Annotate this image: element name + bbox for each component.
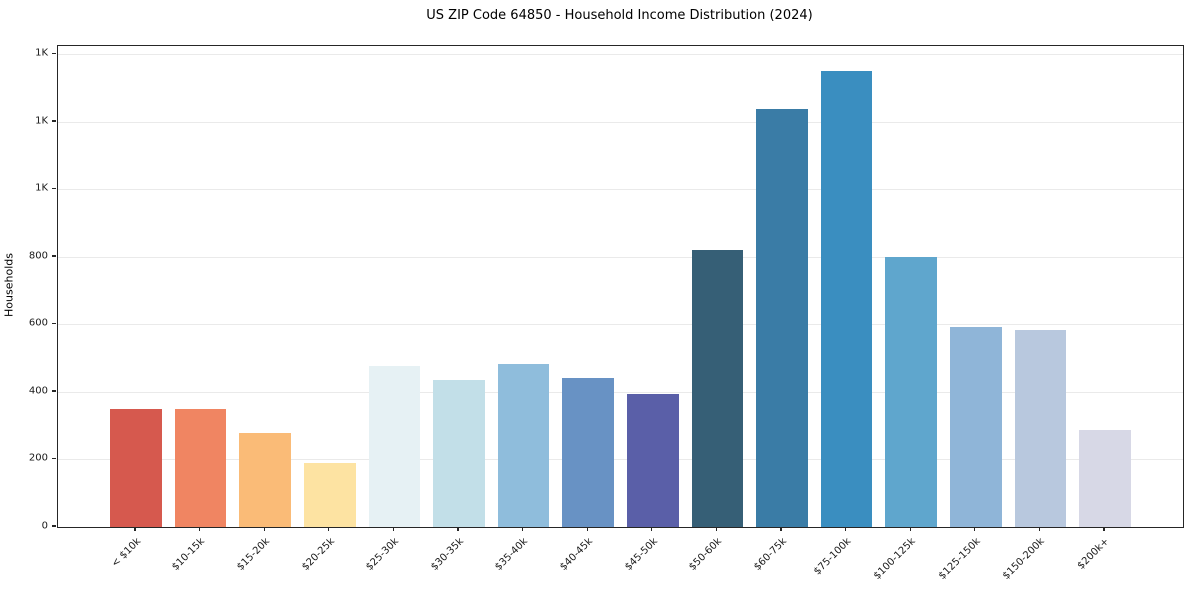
x-tick-label: $15-20k bbox=[235, 536, 272, 573]
bar bbox=[562, 378, 615, 527]
x-tick bbox=[263, 527, 265, 531]
x-tick bbox=[651, 527, 653, 531]
y-tick-label: 600 bbox=[28, 317, 48, 329]
x-tick-label: $10-15k bbox=[170, 536, 208, 573]
x-tick bbox=[199, 527, 201, 531]
gridline bbox=[58, 121, 1183, 123]
bar bbox=[368, 366, 421, 527]
x-tick bbox=[328, 527, 330, 531]
x-tick bbox=[586, 527, 588, 531]
bar bbox=[949, 327, 1002, 527]
x-tick bbox=[522, 527, 524, 531]
chart-title: US ZIP Code 64850 - Household Income Dis… bbox=[426, 8, 813, 23]
y-tick-label: 1K bbox=[35, 115, 48, 127]
y-tick bbox=[52, 52, 56, 55]
x-tick bbox=[134, 527, 136, 531]
x-tick bbox=[457, 527, 459, 531]
x-tick-label: $35-40k bbox=[493, 536, 531, 573]
x-tick-label: $25-30k bbox=[364, 536, 402, 573]
bar bbox=[303, 462, 356, 527]
bar bbox=[691, 250, 744, 527]
bar bbox=[433, 379, 485, 527]
gridline bbox=[58, 324, 1183, 326]
x-tick-label: $30-35k bbox=[428, 536, 466, 573]
gridline bbox=[58, 54, 1183, 56]
y-tick bbox=[52, 525, 56, 527]
y-tick-label: 800 bbox=[28, 250, 48, 262]
gridline bbox=[58, 256, 1183, 258]
x-tick bbox=[1103, 527, 1105, 531]
gridline bbox=[58, 189, 1183, 191]
x-tick bbox=[392, 527, 394, 531]
y-tick-label: 1K bbox=[35, 47, 48, 59]
bar bbox=[756, 109, 808, 527]
x-tick-label: < $10k bbox=[109, 536, 143, 570]
bar bbox=[1014, 330, 1067, 527]
y-tick bbox=[52, 120, 56, 122]
bar bbox=[885, 256, 938, 527]
bar bbox=[239, 432, 292, 527]
y-tick bbox=[52, 255, 56, 257]
x-tick bbox=[909, 527, 911, 531]
bar bbox=[1079, 430, 1131, 527]
bar bbox=[626, 393, 679, 527]
x-tick-label: $20-25k bbox=[299, 536, 337, 573]
x-tick-label: $200k+ bbox=[1075, 536, 1112, 572]
gridline bbox=[58, 459, 1183, 461]
x-tick bbox=[974, 527, 976, 531]
x-tick bbox=[845, 527, 847, 531]
x-tick-label: $40-45k bbox=[558, 536, 595, 573]
x-tick bbox=[715, 527, 717, 531]
x-tick-label: $50-60k bbox=[687, 536, 725, 573]
bar bbox=[497, 363, 550, 527]
bar bbox=[110, 408, 162, 527]
bar bbox=[174, 408, 227, 527]
bar bbox=[820, 70, 873, 527]
x-tick-label: $45-50k bbox=[622, 536, 660, 573]
y-tick-label: 400 bbox=[28, 385, 48, 397]
x-tick-label: $75-100k bbox=[811, 536, 854, 578]
x-tick bbox=[780, 527, 782, 531]
gridline bbox=[58, 391, 1183, 393]
x-tick-label: $60-75k bbox=[751, 536, 789, 573]
y-tick-label: 0 bbox=[41, 520, 48, 532]
y-tick bbox=[52, 457, 56, 460]
x-tick-label: $100-125k bbox=[872, 536, 918, 582]
y-tick bbox=[52, 322, 56, 325]
y-tick-label: 1K bbox=[35, 182, 48, 194]
y-tick-label: 200 bbox=[28, 452, 48, 464]
y-axis-label: Households bbox=[2, 253, 16, 317]
y-tick bbox=[52, 187, 56, 190]
x-tick-label: $150-200k bbox=[1001, 536, 1048, 582]
x-tick-label: $125-150k bbox=[936, 536, 983, 582]
y-tick bbox=[52, 390, 56, 392]
x-tick bbox=[1038, 527, 1040, 531]
plot-area bbox=[57, 45, 1184, 528]
